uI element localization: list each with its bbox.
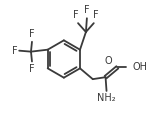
Text: OH: OH <box>132 62 147 72</box>
Text: F: F <box>29 64 35 74</box>
Text: F: F <box>12 46 18 56</box>
Text: F: F <box>93 10 99 20</box>
Text: F: F <box>29 29 35 39</box>
Text: F: F <box>73 10 79 20</box>
Text: F: F <box>84 5 90 15</box>
Text: NH₂: NH₂ <box>97 93 116 103</box>
Text: O: O <box>105 56 112 66</box>
